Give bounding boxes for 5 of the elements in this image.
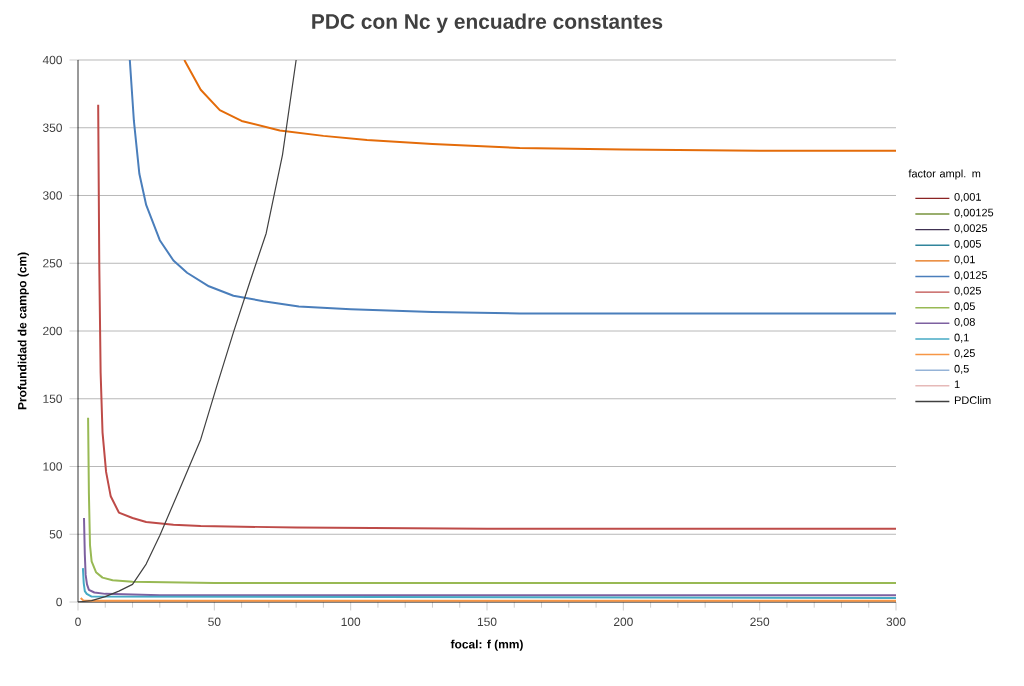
chart-title: PDC con Nc y encuadre constantes [312,13,663,33]
line-series [83,516,897,597]
line-series [97,103,897,530]
line-series [87,416,897,585]
line-series [183,59,897,152]
